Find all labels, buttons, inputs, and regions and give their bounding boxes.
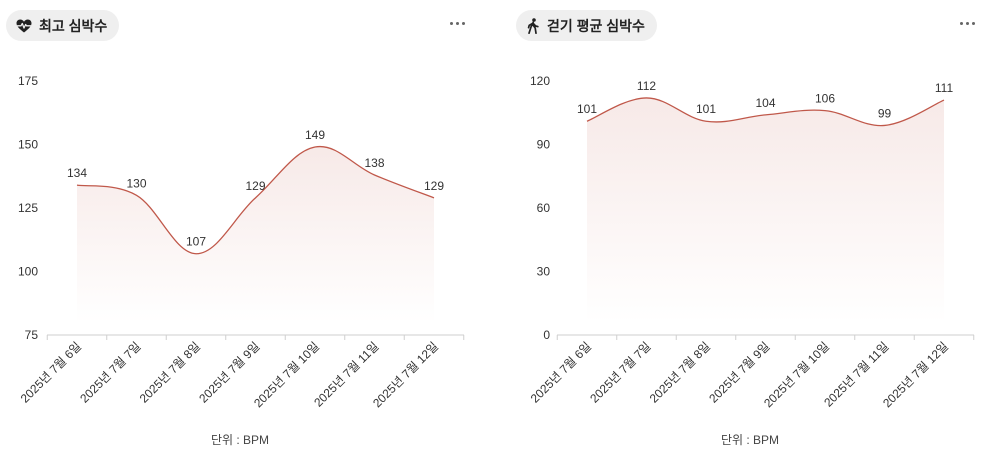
data-label: 129 [245,179,265,193]
walking-icon [526,17,540,34]
data-label: 129 [424,179,444,193]
x-tick-label: 2025년 7월 6일 [18,339,84,405]
y-tick-label: 125 [18,201,38,215]
data-label: 101 [696,102,716,116]
data-label: 104 [755,96,775,110]
data-label: 101 [577,102,597,116]
y-tick-label: 60 [537,201,551,215]
chart-title: 걷기 평균 심박수 [547,17,645,34]
x-tick-label: 2025년 7월 6일 [528,339,594,405]
chart-panel-max-heart-rate: 최고 심박수 75 100 125 150 175 134 130 107 129 149 138 1… [0,0,480,462]
more-options-icon[interactable] [446,12,468,34]
area-fill [77,146,434,323]
data-label: 130 [126,176,146,190]
data-label: 134 [67,166,87,180]
unit-label: 단위 : BPM [210,433,270,447]
x-tick-label: 2025년 7월 7일 [587,339,653,405]
data-label: 111 [935,81,954,95]
chart-panel-walking-avg-heart-rate: 걷기 평균 심박수 0 30 60 90 120 101 112 101 104 106 99 111… [510,0,990,462]
data-label: 106 [815,92,835,106]
x-tick-label: 2025년 7월 9일 [196,339,262,405]
y-tick-label: 100 [18,265,38,279]
series-line [586,97,945,127]
data-label: 149 [305,128,325,142]
y-tick-label: 0 [543,328,550,342]
heart-pulse-icon [16,19,32,33]
x-tick-label: 2025년 7월 8일 [647,339,713,405]
data-label: 138 [364,156,384,170]
y-tick-label: 150 [18,138,38,152]
area-fill [587,97,944,323]
data-label: 112 [637,79,656,93]
y-tick-label: 120 [530,74,550,88]
max-heart-rate-chart: 75 100 125 150 175 134 130 107 129 149 138 129 2025년… [18,74,465,410]
data-label: 99 [878,106,892,120]
y-tick-label: 75 [25,328,39,342]
more-options-icon[interactable] [956,12,978,34]
y-tick-label: 90 [537,138,551,152]
y-tick-label: 175 [18,74,38,88]
x-tick-label: 2025년 7월 8일 [137,339,203,405]
chart-title-chip[interactable]: 최고 심박수 [6,10,120,41]
y-tick-label: 30 [537,265,551,279]
unit-label: 단위 : BPM [720,433,780,447]
data-label: 107 [186,235,206,249]
walking-avg-heart-rate-chart: 0 30 60 90 120 101 112 101 104 106 99 111 2025년 7월 6… [528,74,975,410]
x-tick-label: 2025년 7월 9일 [706,339,772,405]
x-tick-label: 2025년 7월 7일 [77,339,143,405]
chart-title-chip[interactable]: 걷기 평균 심박수 [516,10,657,41]
chart-title: 최고 심박수 [39,17,108,34]
series-line [76,145,435,255]
